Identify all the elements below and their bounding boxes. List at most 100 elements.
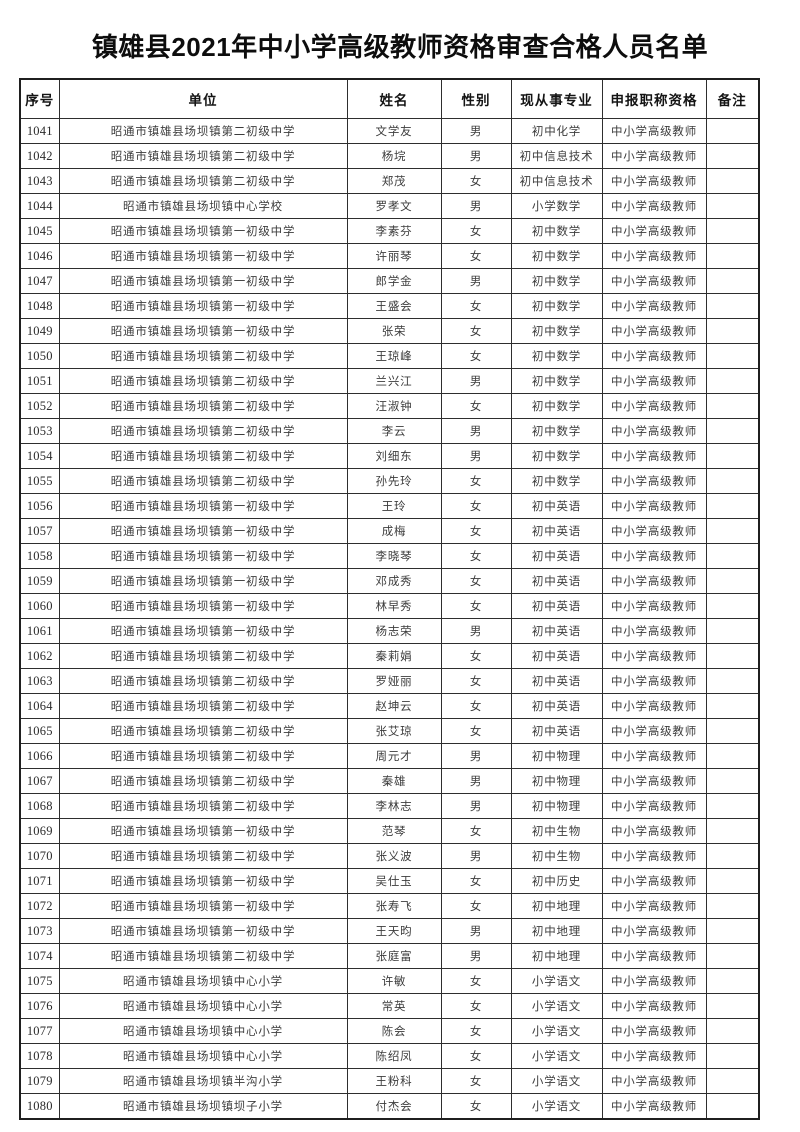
cell-note xyxy=(705,793,760,819)
cell-serial: 1079 xyxy=(19,1068,60,1094)
cell-gender: 女 xyxy=(440,693,512,719)
cell-serial: 1053 xyxy=(19,418,60,444)
cell-unit: 昭通市镇雄县场坝镇第一初级中学 xyxy=(58,243,348,269)
cell-name: 李晓琴 xyxy=(346,543,442,569)
cell-serial: 1062 xyxy=(19,643,60,669)
cell-gender: 女 xyxy=(440,818,512,844)
table-row: 1053 昭通市镇雄县场坝镇第二初级中学 李云 男 初中数学 中小学高级教师 xyxy=(19,418,760,444)
table-row: 1061 昭通市镇雄县场坝镇第一初级中学 杨志荣 男 初中英语 中小学高级教师 xyxy=(19,618,760,644)
table-row: 1045 昭通市镇雄县场坝镇第一初级中学 李素芬 女 初中数学 中小学高级教师 xyxy=(19,218,760,244)
cell-gender: 女 xyxy=(440,293,512,319)
cell-name: 李云 xyxy=(346,418,442,444)
table-row: 1060 昭通市镇雄县场坝镇第一初级中学 林早秀 女 初中英语 中小学高级教师 xyxy=(19,593,760,619)
cell-title-qualification: 中小学高级教师 xyxy=(601,793,707,819)
cell-name: 张庭富 xyxy=(346,943,442,969)
cell-note xyxy=(705,643,760,669)
cell-gender: 男 xyxy=(440,943,512,969)
cell-note xyxy=(705,543,760,569)
cell-serial: 1061 xyxy=(19,618,60,644)
cell-name: 郑茂 xyxy=(346,168,442,194)
cell-name: 杨志荣 xyxy=(346,618,442,644)
cell-unit: 昭通市镇雄县场坝镇第二初级中学 xyxy=(58,418,348,444)
cell-gender: 女 xyxy=(440,1043,512,1069)
cell-serial: 1065 xyxy=(19,718,60,744)
cell-gender: 男 xyxy=(440,418,512,444)
column-header-name: 姓名 xyxy=(346,78,442,119)
cell-subject: 初中数学 xyxy=(510,268,603,294)
cell-unit: 昭通市镇雄县场坝镇第一初级中学 xyxy=(58,568,348,594)
cell-unit: 昭通市镇雄县场坝镇第二初级中学 xyxy=(58,843,348,869)
cell-serial: 1077 xyxy=(19,1018,60,1044)
cell-unit: 昭通市镇雄县场坝镇第二初级中学 xyxy=(58,368,348,394)
cell-note xyxy=(705,843,760,869)
cell-title-qualification: 中小学高级教师 xyxy=(601,818,707,844)
table-row: 1043 昭通市镇雄县场坝镇第二初级中学 郑茂 女 初中信息技术 中小学高级教师 xyxy=(19,168,760,194)
cell-note xyxy=(705,418,760,444)
cell-title-qualification: 中小学高级教师 xyxy=(601,768,707,794)
cell-subject: 小学数学 xyxy=(510,193,603,219)
table-row: 1049 昭通市镇雄县场坝镇第一初级中学 张荣 女 初中数学 中小学高级教师 xyxy=(19,318,760,344)
cell-name: 罗娅丽 xyxy=(346,668,442,694)
cell-note xyxy=(705,993,760,1019)
cell-serial: 1080 xyxy=(19,1093,60,1120)
cell-serial: 1074 xyxy=(19,943,60,969)
cell-subject: 初中历史 xyxy=(510,868,603,894)
table-row: 1067 昭通市镇雄县场坝镇第二初级中学 秦雄 男 初中物理 中小学高级教师 xyxy=(19,768,760,794)
cell-serial: 1076 xyxy=(19,993,60,1019)
cell-title-qualification: 中小学高级教师 xyxy=(601,443,707,469)
cell-gender: 男 xyxy=(440,193,512,219)
cell-note xyxy=(705,768,760,794)
cell-gender: 女 xyxy=(440,318,512,344)
cell-title-qualification: 中小学高级教师 xyxy=(601,118,707,144)
cell-note xyxy=(705,568,760,594)
cell-title-qualification: 中小学高级教师 xyxy=(601,943,707,969)
cell-note xyxy=(705,618,760,644)
cell-title-qualification: 中小学高级教师 xyxy=(601,993,707,1019)
cell-title-qualification: 中小学高级教师 xyxy=(601,693,707,719)
cell-title-qualification: 中小学高级教师 xyxy=(601,493,707,519)
cell-subject: 初中英语 xyxy=(510,543,603,569)
table-row: 1062 昭通市镇雄县场坝镇第二初级中学 秦莉娟 女 初中英语 中小学高级教师 xyxy=(19,643,760,669)
cell-unit: 昭通市镇雄县场坝镇中心小学 xyxy=(58,993,348,1019)
cell-name: 张艾琼 xyxy=(346,718,442,744)
cell-gender: 女 xyxy=(440,543,512,569)
cell-subject: 初中数学 xyxy=(510,343,603,369)
cell-gender: 男 xyxy=(440,618,512,644)
cell-note xyxy=(705,918,760,944)
cell-title-qualification: 中小学高级教师 xyxy=(601,268,707,294)
cell-unit: 昭通市镇雄县场坝镇坝子小学 xyxy=(58,1093,348,1120)
cell-name: 李林志 xyxy=(346,793,442,819)
cell-title-qualification: 中小学高级教师 xyxy=(601,643,707,669)
cell-name: 成梅 xyxy=(346,518,442,544)
table-row: 1057 昭通市镇雄县场坝镇第一初级中学 成梅 女 初中英语 中小学高级教师 xyxy=(19,518,760,544)
cell-name: 文学友 xyxy=(346,118,442,144)
cell-subject: 小学语文 xyxy=(510,1068,603,1094)
cell-title-qualification: 中小学高级教师 xyxy=(601,918,707,944)
cell-subject: 初中英语 xyxy=(510,593,603,619)
cell-serial: 1047 xyxy=(19,268,60,294)
cell-subject: 初中数学 xyxy=(510,468,603,494)
cell-note xyxy=(705,743,760,769)
table-row: 1052 昭通市镇雄县场坝镇第二初级中学 汪淑钟 女 初中数学 中小学高级教师 xyxy=(19,393,760,419)
cell-name: 罗孝文 xyxy=(346,193,442,219)
cell-title-qualification: 中小学高级教师 xyxy=(601,518,707,544)
cell-unit: 昭通市镇雄县场坝镇中心小学 xyxy=(58,1043,348,1069)
cell-unit: 昭通市镇雄县场坝镇第二初级中学 xyxy=(58,118,348,144)
cell-title-qualification: 中小学高级教师 xyxy=(601,718,707,744)
cell-gender: 男 xyxy=(440,793,512,819)
cell-unit: 昭通市镇雄县场坝镇第二初级中学 xyxy=(58,168,348,194)
cell-title-qualification: 中小学高级教师 xyxy=(601,343,707,369)
cell-gender: 女 xyxy=(440,1093,512,1120)
cell-unit: 昭通市镇雄县场坝镇中心小学 xyxy=(58,1018,348,1044)
cell-subject: 初中生物 xyxy=(510,818,603,844)
cell-title-qualification: 中小学高级教师 xyxy=(601,543,707,569)
cell-unit: 昭通市镇雄县场坝镇第一初级中学 xyxy=(58,268,348,294)
cell-unit: 昭通市镇雄县场坝镇第一初级中学 xyxy=(58,543,348,569)
cell-unit: 昭通市镇雄县场坝镇中心学校 xyxy=(58,193,348,219)
cell-title-qualification: 中小学高级教师 xyxy=(601,668,707,694)
cell-note xyxy=(705,318,760,344)
cell-subject: 初中物理 xyxy=(510,793,603,819)
table-row: 1046 昭通市镇雄县场坝镇第一初级中学 许丽琴 女 初中数学 中小学高级教师 xyxy=(19,243,760,269)
cell-title-qualification: 中小学高级教师 xyxy=(601,418,707,444)
cell-subject: 初中数学 xyxy=(510,368,603,394)
